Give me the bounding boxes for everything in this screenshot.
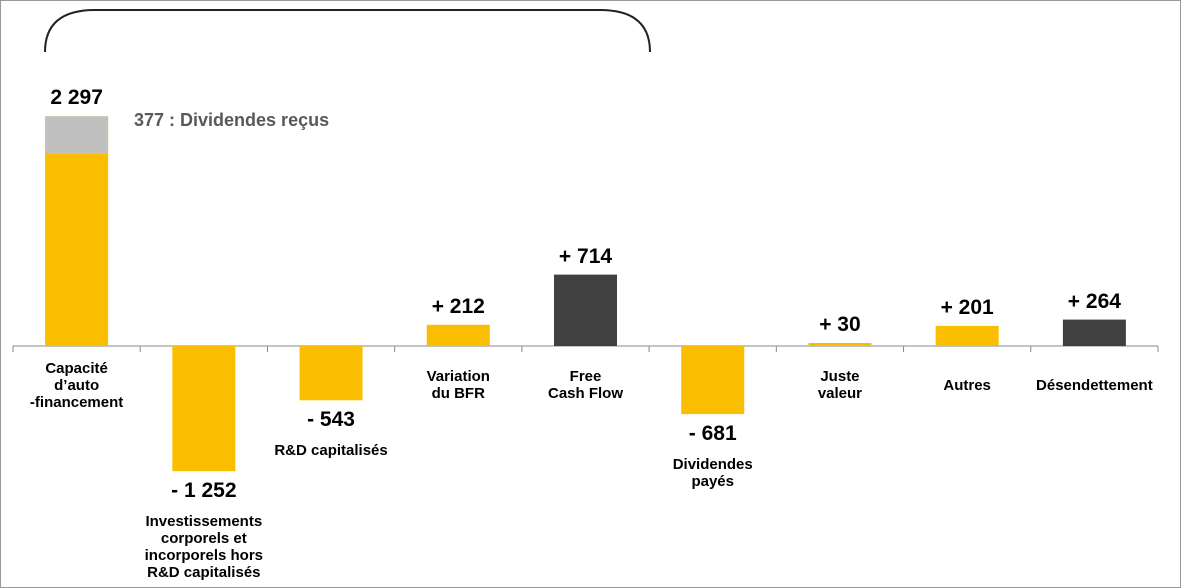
bracket: [44, 9, 651, 53]
annotation: 377 : Dividendes reçus: [134, 110, 330, 130]
bar: [808, 343, 872, 346]
bar: [935, 325, 999, 346]
bar: [299, 346, 363, 401]
bar: [45, 116, 109, 346]
bar: [1062, 319, 1126, 346]
category-label: Juste valeur: [817, 368, 863, 402]
value-label: - 1 252: [171, 479, 237, 503]
category-label: Free Cash Flow: [547, 368, 623, 402]
value-label: + 30: [819, 313, 861, 336]
bar: [426, 324, 490, 346]
bar: [681, 346, 745, 415]
value-label: + 714: [558, 244, 613, 268]
value-label: 2 297: [50, 86, 103, 110]
category-label: Dividendes payés: [672, 456, 753, 491]
value-label: - 543: [307, 408, 355, 432]
bar-segment: [45, 116, 109, 154]
value-label: + 201: [940, 295, 994, 319]
category-label: R&D capitalisés: [274, 442, 388, 460]
category-label: Autres: [943, 376, 991, 394]
value-label: - 681: [688, 422, 737, 446]
value-label: + 212: [431, 294, 485, 318]
category-label: Capacité d’auto -financement: [29, 359, 124, 411]
category-label: Désendettement: [1036, 376, 1153, 394]
bar: [172, 346, 236, 472]
category-label: Variation du BFR: [426, 368, 490, 402]
bar: [554, 274, 617, 346]
category-label: Investissements corporels et incorporels…: [144, 513, 263, 582]
value-label: + 264: [1067, 289, 1121, 313]
